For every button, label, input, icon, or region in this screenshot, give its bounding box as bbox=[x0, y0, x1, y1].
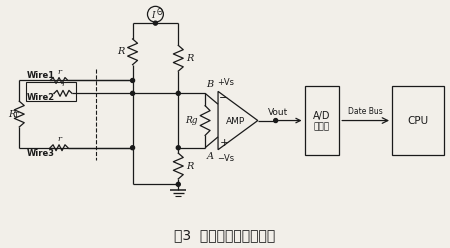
Text: Wire2: Wire2 bbox=[27, 93, 55, 102]
Text: Rg: Rg bbox=[184, 116, 197, 125]
Text: I: I bbox=[151, 11, 154, 20]
Text: AMP: AMP bbox=[226, 117, 246, 126]
Text: R: R bbox=[117, 47, 125, 56]
Text: Wire1: Wire1 bbox=[27, 70, 55, 80]
Text: +: + bbox=[219, 138, 229, 148]
Circle shape bbox=[153, 21, 158, 25]
Text: +Vs: +Vs bbox=[217, 78, 234, 87]
Text: T: T bbox=[14, 111, 18, 119]
Circle shape bbox=[274, 119, 278, 123]
Text: CPU: CPU bbox=[407, 116, 428, 125]
Circle shape bbox=[130, 146, 135, 150]
Text: 转换器: 转换器 bbox=[314, 122, 330, 131]
Text: Wire3: Wire3 bbox=[27, 149, 55, 158]
Text: R: R bbox=[186, 161, 194, 171]
Text: R: R bbox=[8, 110, 15, 119]
Text: 图3  非平衡电桥测量电路: 图3 非平衡电桥测量电路 bbox=[174, 228, 275, 242]
Circle shape bbox=[176, 146, 180, 150]
Circle shape bbox=[130, 79, 135, 83]
Text: r: r bbox=[57, 135, 61, 143]
Text: Date Bus: Date Bus bbox=[348, 107, 383, 116]
Circle shape bbox=[130, 91, 135, 95]
Circle shape bbox=[176, 91, 180, 95]
Text: R: R bbox=[186, 54, 194, 63]
Text: −: − bbox=[219, 93, 229, 103]
Text: Θ: Θ bbox=[157, 8, 162, 17]
Text: Vout: Vout bbox=[268, 108, 288, 117]
Text: r: r bbox=[57, 67, 61, 76]
Text: −Vs: −Vs bbox=[217, 154, 234, 163]
Text: B: B bbox=[207, 80, 214, 89]
Text: A: A bbox=[207, 152, 214, 161]
Text: r: r bbox=[61, 80, 65, 88]
Circle shape bbox=[176, 182, 180, 186]
Text: A/D: A/D bbox=[313, 111, 331, 121]
